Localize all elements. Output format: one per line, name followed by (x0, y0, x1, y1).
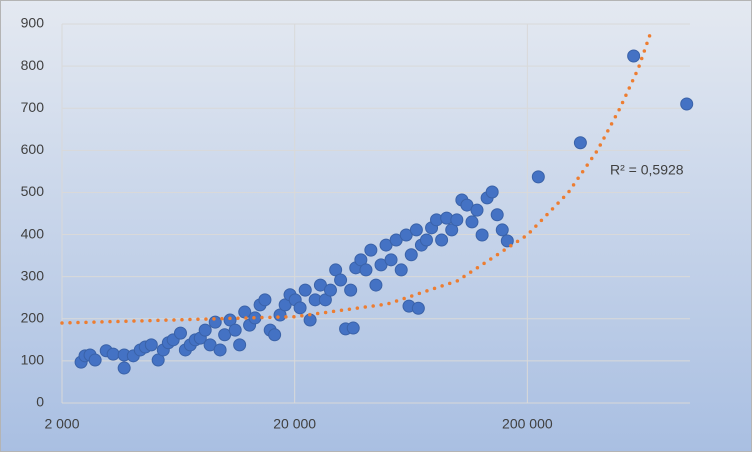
point (298, 283, 312, 297)
r-squared-annotation: R² = 0,5928 (610, 162, 684, 178)
point (258, 293, 272, 307)
point (680, 97, 694, 111)
point (354, 253, 368, 267)
point (346, 321, 360, 335)
y-tick-label: 900 (21, 15, 45, 31)
point (198, 323, 212, 337)
point (531, 170, 545, 184)
point (445, 223, 459, 237)
point (364, 243, 378, 257)
point (394, 263, 408, 277)
point (399, 228, 413, 242)
point (369, 278, 383, 292)
point (233, 338, 247, 352)
point (465, 215, 479, 229)
x-tick-label: 2 000 (44, 416, 79, 432)
point (419, 233, 433, 247)
point (173, 326, 187, 340)
point (573, 136, 587, 150)
y-tick-label: 800 (21, 57, 45, 73)
trendline (60, 28, 654, 325)
point (411, 301, 425, 315)
point (485, 185, 499, 199)
y-tick-label: 300 (21, 267, 45, 283)
point (490, 208, 504, 222)
point (384, 253, 398, 267)
point (359, 263, 373, 277)
x-tick-label: 20 000 (273, 416, 316, 432)
point (475, 228, 489, 242)
y-tick-label: 700 (21, 99, 45, 115)
point (409, 223, 423, 237)
point (228, 323, 242, 337)
x-tick-label: 200 000 (502, 416, 553, 432)
y-tick-label: 400 (21, 225, 45, 241)
point (323, 283, 337, 297)
y-tick-label: 100 (21, 352, 45, 368)
point (500, 234, 514, 248)
point (435, 233, 449, 247)
point (117, 361, 131, 375)
point (88, 353, 102, 367)
point (379, 238, 393, 252)
point (144, 338, 158, 352)
point (627, 49, 641, 63)
point (213, 343, 227, 357)
y-tick-label: 200 (21, 309, 45, 325)
y-tick-label: 600 (21, 141, 45, 157)
point (293, 301, 307, 315)
point (470, 203, 484, 217)
point (334, 273, 348, 287)
point (404, 248, 418, 262)
point (344, 283, 358, 297)
y-tick-label: 0 (36, 394, 44, 410)
point (151, 353, 165, 367)
point (450, 213, 464, 227)
point (106, 347, 120, 361)
point (495, 223, 509, 237)
point (268, 328, 282, 342)
y-tick-label: 500 (21, 183, 45, 199)
